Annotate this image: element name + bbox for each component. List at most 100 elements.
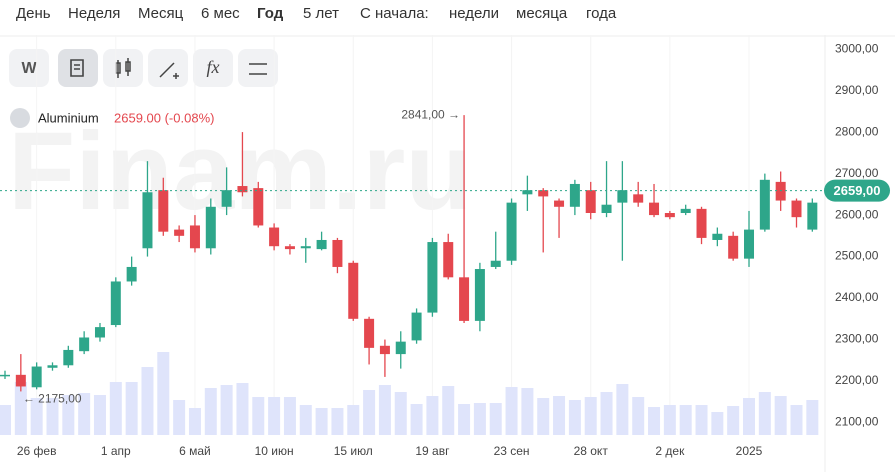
legend-name: Aluminium (38, 110, 99, 125)
candle-body (79, 337, 90, 352)
since-option[interactable]: года (586, 5, 617, 22)
x-tick-label: 2 дек (655, 444, 685, 458)
volume-bar (173, 400, 186, 435)
candle-body (126, 266, 137, 282)
volume-bar (0, 405, 11, 435)
icon (115, 58, 131, 78)
candle-body (15, 374, 26, 387)
since-option[interactable]: недели (449, 5, 499, 22)
candle-body (474, 269, 485, 321)
candle-body (379, 345, 390, 355)
candle-body (664, 213, 675, 218)
period-button[interactable]: Год (257, 5, 284, 22)
candle-body (696, 208, 707, 238)
candle-body (617, 190, 628, 203)
tool-button[interactable] (103, 49, 143, 87)
volume-bar (632, 397, 645, 435)
candle-body (744, 229, 755, 259)
candle-body (94, 327, 105, 338)
volume-bar (711, 412, 724, 435)
volume-bar (188, 408, 201, 435)
volume-bar (600, 392, 613, 435)
y-tick-label: 2300,00 (835, 332, 879, 346)
candle-body (205, 206, 216, 249)
candle-body (443, 242, 454, 278)
period-button[interactable]: 6 мес (201, 5, 240, 22)
volume-bar (315, 408, 328, 435)
volume-bar (648, 407, 661, 435)
volume-bar (141, 367, 154, 435)
y-tick-label: 2700,00 (835, 166, 879, 180)
price-tag (824, 179, 890, 202)
volume-bar (584, 397, 597, 435)
y-tick-label: 2400,00 (835, 290, 879, 304)
candle-body (538, 190, 549, 197)
candle-body (189, 225, 200, 249)
tool-label: W (21, 60, 37, 77)
candle-body (269, 227, 280, 247)
volume-bar (774, 396, 787, 435)
candle-body (348, 262, 359, 319)
candle-body (31, 366, 42, 388)
candle-body (490, 260, 501, 267)
candle-body (649, 202, 660, 216)
volume-bar (679, 405, 692, 435)
icon (70, 59, 84, 77)
volume-bar (220, 385, 233, 435)
candle-body (427, 242, 438, 313)
x-tick-label: 28 окт (574, 444, 609, 458)
volume-bar (743, 398, 756, 435)
volume-bar (236, 383, 249, 435)
candle-body (253, 188, 264, 226)
candle-body (63, 349, 74, 366)
period-button[interactable]: Неделя (68, 5, 120, 22)
legend-icon (10, 108, 30, 128)
volume-bar (46, 398, 59, 435)
tool-button[interactable] (193, 49, 233, 87)
volume-bar (806, 400, 819, 435)
volume-bar (568, 400, 581, 435)
volume-bar (62, 395, 75, 435)
volume-bar (252, 397, 265, 435)
candle-body (506, 202, 517, 261)
period-button[interactable]: День (16, 5, 51, 22)
candle-body (712, 233, 723, 240)
candle-body (300, 246, 311, 249)
volume-bar (695, 405, 708, 435)
volume-bar (458, 404, 471, 435)
x-tick-label: 19 авг (415, 444, 450, 458)
volume-bar (283, 397, 296, 435)
volume-bar (663, 405, 676, 435)
y-tick-label: 2100,00 (835, 415, 879, 429)
period-bar: День Неделя Месяц 6 мес Год 5 лет С начала: нед… (16, 5, 617, 22)
candle-body (522, 190, 533, 195)
since-option[interactable]: месяца (516, 5, 568, 22)
volume-bar (553, 396, 566, 435)
volume-bar (426, 396, 439, 435)
volume-bar (790, 405, 803, 435)
volume-bar (109, 382, 122, 435)
volume-bar (299, 405, 312, 435)
volume-bar (505, 387, 518, 435)
annotation: 2841,00 → (401, 107, 460, 121)
candle-body (142, 192, 153, 249)
x-tick-label: 1 апр (101, 444, 131, 458)
candle-body (411, 312, 422, 341)
period-button[interactable]: Месяц (138, 5, 184, 22)
volume-bar (125, 382, 138, 435)
tool-button[interactable] (58, 49, 98, 87)
volume-bar (378, 385, 391, 435)
candle-body (237, 186, 248, 193)
candle-body (569, 183, 580, 207)
volume-bar (473, 403, 486, 435)
tool-button[interactable] (238, 49, 278, 87)
candle-body (221, 190, 232, 207)
candle-body (364, 318, 375, 348)
candle-body (110, 281, 121, 326)
volume-bar (30, 398, 43, 435)
volume-bar (442, 386, 455, 435)
volume-bar (347, 405, 360, 435)
tool-button[interactable] (9, 49, 49, 87)
period-button[interactable]: 5 лет (303, 5, 339, 22)
annotation: ← 2175,00 (23, 392, 82, 406)
